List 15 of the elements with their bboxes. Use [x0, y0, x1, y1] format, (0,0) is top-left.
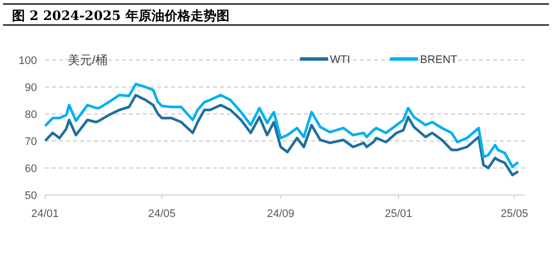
legend-label: BRENT: [420, 54, 458, 66]
x-tick-label: 25/01: [384, 208, 412, 220]
y-tick-label: 60: [24, 163, 37, 175]
x-tick-label: 24/09: [266, 208, 294, 220]
y-tick-label: 70: [24, 136, 37, 148]
y-tick-label: 80: [24, 109, 37, 121]
title: 图 2 2024-2025 年原油价格走势图: [12, 9, 230, 24]
x-tick-label: 24/05: [148, 208, 176, 220]
legend-label: WTI: [330, 54, 350, 66]
y-tick-label: 100: [18, 55, 37, 67]
y-tick-label: 50: [24, 190, 37, 202]
x-tick-label: 25/05: [500, 208, 528, 220]
x-tick-label: 24/01: [31, 208, 59, 220]
y-axis-title: 美元/桶: [68, 53, 108, 67]
y-tick-label: 90: [24, 82, 37, 94]
